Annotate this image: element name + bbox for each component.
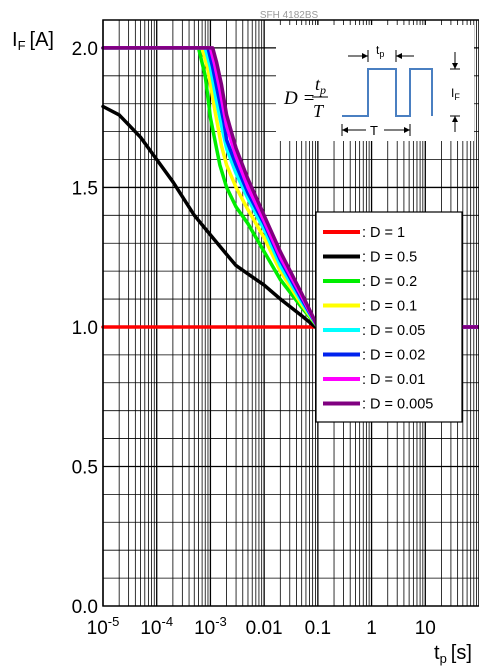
- y-tick-label: 2.0: [72, 39, 98, 60]
- inset-formula-lhs: D =: [283, 88, 315, 109]
- y-tick-labels: 0.0 0.5 1.0 1.5 2.0: [72, 39, 98, 618]
- x-axis-label-sub: p: [440, 651, 447, 666]
- x-tick-label: 10-3: [194, 614, 227, 639]
- x-tick-label: 1: [366, 618, 377, 639]
- inset-formula-denominator: T: [313, 101, 325, 121]
- legend-label: : D = 0.2: [362, 274, 417, 290]
- x-tick-label: 10-4: [140, 614, 173, 639]
- legend: : D = 1 : D = 0.5 : D = 0.2 : D = 0.1 : D = …: [315, 211, 463, 423]
- x-axis-label-main: t: [434, 642, 440, 664]
- y-axis-label-main: I: [12, 29, 18, 51]
- x-tick-base: 10: [140, 618, 161, 639]
- x-tick-label: 0.1: [305, 618, 331, 639]
- inset-if-label-sub: F: [454, 92, 460, 102]
- y-tick-label: 0.5: [72, 457, 98, 478]
- inset-T-arrowhead-right: [404, 127, 410, 133]
- x-tick-labels: 10-5 10-4 10-3 0.01 0.1 1 10: [87, 614, 436, 639]
- y-tick-label: 1.0: [72, 318, 98, 339]
- x-tick-label: 10-5: [87, 614, 120, 639]
- inset-if-arrowhead-top: [452, 63, 458, 69]
- x-tick-label: 0.01: [246, 618, 283, 639]
- inset-tp-label: tp: [376, 43, 384, 59]
- y-axis-label-unit: [A]: [30, 29, 54, 51]
- inset-tp-label-sub: p: [379, 49, 384, 59]
- y-axis-label: IF [A]: [12, 29, 54, 53]
- inset-tp-label-main: t: [376, 43, 380, 57]
- inset-if-label: IF: [451, 86, 460, 102]
- inset-numerator-sub: p: [319, 83, 326, 97]
- inset-tp-arrowhead-left: [362, 53, 368, 59]
- series-line-7: [101, 46, 479, 329]
- inset-if-arrowhead-bottom: [452, 116, 458, 122]
- legend-box: [315, 211, 463, 423]
- inset-T-label: T: [370, 123, 378, 138]
- inset-background: [276, 25, 474, 141]
- x-tick-label: 10: [415, 618, 436, 639]
- y-tick-label: 0.0: [72, 597, 98, 618]
- x-tick-base: 10: [194, 618, 215, 639]
- inset-numerator-main: t: [315, 74, 321, 94]
- y-axis-label-sub: F: [18, 38, 26, 53]
- inset-if-label-main: I: [451, 86, 454, 100]
- legend-label: : D = 0.5: [362, 250, 417, 266]
- series-line-1: [101, 104, 479, 329]
- inset-formula-numerator: tp: [315, 74, 326, 97]
- x-tick-exponent: -4: [162, 614, 174, 629]
- inset-T-arrowhead-left: [342, 127, 348, 133]
- inset-pulse-waveform: [342, 68, 433, 117]
- legend-label: : D = 0.02: [362, 348, 425, 364]
- y-tick-label: 1.5: [72, 178, 98, 199]
- inset-tp-arrowhead-right: [396, 53, 402, 59]
- legend-label: : D = 0.01: [362, 372, 425, 388]
- x-tick-exponent: -3: [215, 614, 227, 629]
- x-axis-label-unit: [s]: [451, 642, 472, 664]
- x-tick-base: 10: [87, 618, 108, 639]
- legend-label: : D = 1: [362, 225, 405, 241]
- legend-label: : D = 0.1: [362, 299, 417, 315]
- x-tick-exponent: -5: [108, 614, 120, 629]
- duty-cycle-inset: D = tp T tp T IF: [276, 25, 474, 141]
- x-axis-label: tp [s]: [434, 642, 472, 666]
- legend-label: : D = 0.005: [362, 397, 433, 413]
- plot-frame: [102, 19, 479, 607]
- legend-label: : D = 0.05: [362, 323, 425, 339]
- chart-title: SFH 4182BS: [260, 10, 319, 21]
